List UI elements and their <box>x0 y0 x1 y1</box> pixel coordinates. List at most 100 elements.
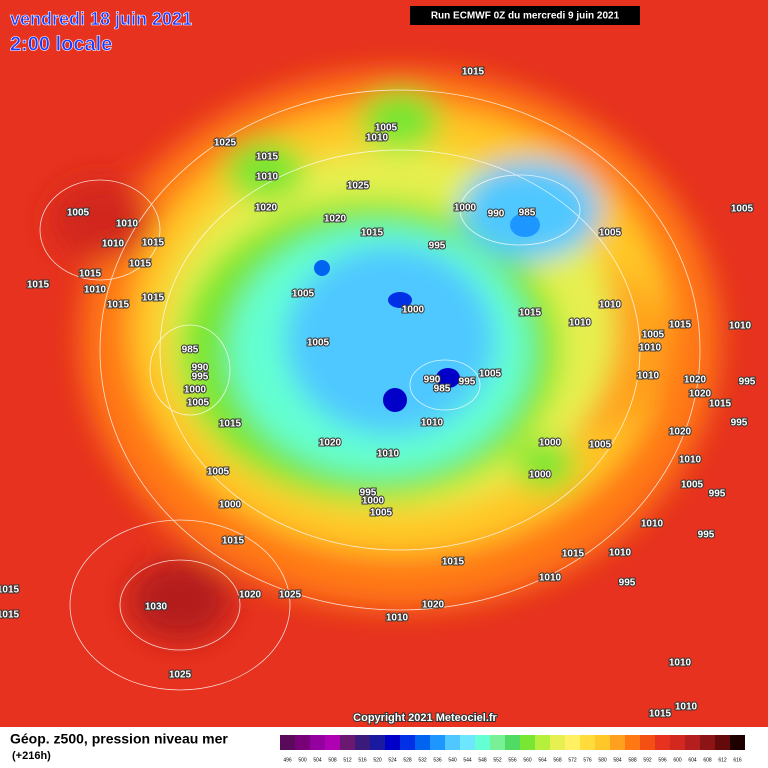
isobar-label: 1010 <box>377 449 400 460</box>
scale-label: 496 <box>283 757 292 763</box>
scale-label: 512 <box>343 757 352 763</box>
isobar-label: 1010 <box>256 172 279 183</box>
isobar-label: 1020 <box>239 590 262 601</box>
isobar-label: 1025 <box>279 590 302 601</box>
isobar-label: 1015 <box>142 293 165 304</box>
footer-title: Géop. z500, pression niveau mer <box>10 731 228 747</box>
isobar-label: 1000 <box>402 305 425 316</box>
isobar-label: 1020 <box>689 389 712 400</box>
isobar-label: 1015 <box>107 300 130 311</box>
isobar-label: 1010 <box>386 613 409 624</box>
isobar-lines <box>39 89 701 691</box>
isobar-label: 1010 <box>84 285 107 296</box>
isobar-label: 995 <box>459 377 476 388</box>
isobar-label: 1000 <box>219 500 242 511</box>
scale-swatch <box>550 735 565 750</box>
isobar-label: 1020 <box>669 427 692 438</box>
isobar-label: 1005 <box>307 338 330 349</box>
scale-swatch <box>400 735 415 750</box>
scale-swatch <box>535 735 550 750</box>
scale-label: 524 <box>388 757 397 763</box>
scale-label: 572 <box>568 757 577 763</box>
isobar-label: 1020 <box>684 375 707 386</box>
isobar-label: 1015 <box>219 419 242 430</box>
scale-label: 576 <box>583 757 592 763</box>
isobar-label: 1005 <box>67 208 90 219</box>
scale-label: 528 <box>403 757 412 763</box>
isobar-label: 995 <box>698 530 715 541</box>
scale-swatch <box>445 735 460 750</box>
isobar-label: 1020 <box>319 438 342 449</box>
scale-swatch <box>730 735 745 750</box>
scale-label: 584 <box>613 757 622 763</box>
scale-swatch <box>580 735 595 750</box>
scale-label: 568 <box>553 757 562 763</box>
isobar-label: 1015 <box>0 585 20 596</box>
scale-label: 516 <box>358 757 367 763</box>
scale-swatch <box>715 735 730 750</box>
isobar-label: 990 <box>488 209 505 220</box>
scale-swatch <box>640 735 655 750</box>
isobar-label: 995 <box>731 418 748 429</box>
scale-swatch <box>595 735 610 750</box>
isobar-label: 1005 <box>642 330 665 341</box>
scale-swatch <box>370 735 385 750</box>
scale-swatch <box>415 735 430 750</box>
copyright: Copyright 2021 Meteociel.fr <box>353 712 497 724</box>
isobar-label: 1015 <box>669 320 692 331</box>
isobar-label: 1000 <box>529 470 552 481</box>
scale-swatch <box>610 735 625 750</box>
scale-label: 616 <box>733 757 742 763</box>
isobar-label: 1010 <box>609 548 632 559</box>
scale-swatch <box>490 735 505 750</box>
isobar-label: 1005 <box>207 467 230 478</box>
isobar-labels: 1015100510101025101510101025102010201015… <box>0 66 757 721</box>
isobar-label: 1010 <box>675 702 698 713</box>
isobar-label: 1015 <box>256 152 279 163</box>
scale-label: 536 <box>433 757 442 763</box>
scale-swatch <box>295 735 310 750</box>
isobar-label: 1010 <box>639 343 662 354</box>
isobar-label: 1005 <box>479 369 502 380</box>
isobar-label: 1010 <box>641 519 664 530</box>
run-box <box>410 6 640 25</box>
isobar-label: 1000 <box>539 438 562 449</box>
scale-label: 604 <box>688 757 697 763</box>
isobar-label: 1025 <box>347 181 370 192</box>
lead-time: (+216h) <box>12 750 51 762</box>
scale-label: 540 <box>448 757 457 763</box>
isobar-label: 1005 <box>187 398 210 409</box>
scale-label: 556 <box>508 757 517 763</box>
isobar-label: 1010 <box>116 219 139 230</box>
isobar-label: 1015 <box>709 399 732 410</box>
isobar-label: 995 <box>429 241 446 252</box>
scale-label: 588 <box>628 757 637 763</box>
scale-swatch <box>385 735 400 750</box>
scale-swatch <box>280 735 295 750</box>
scale-label: 600 <box>673 757 682 763</box>
isobar-label: 1000 <box>362 496 385 507</box>
isobar-label: 1010 <box>637 371 660 382</box>
date: vendredi 18 juin 2021 <box>10 9 192 29</box>
scale-label: 544 <box>463 757 472 763</box>
scale-swatch <box>670 735 685 750</box>
isobar-label: 1030 <box>145 602 168 613</box>
isobar-label: 1010 <box>421 418 444 429</box>
scale-swatch <box>505 735 520 750</box>
scale-label: 596 <box>658 757 667 763</box>
scale-swatch <box>685 735 700 750</box>
scale-swatch <box>430 735 445 750</box>
isobar-label: 1015 <box>462 67 485 78</box>
isobar-label: 1015 <box>27 280 50 291</box>
scale-swatch <box>520 735 535 750</box>
scale-label: 520 <box>373 757 382 763</box>
isobar-label: 985 <box>434 384 451 395</box>
isobar-label: 1005 <box>375 123 398 134</box>
scale-swatch <box>325 735 340 750</box>
scale-label: 592 <box>643 757 652 763</box>
isobar-label: 995 <box>619 578 636 589</box>
scale-swatch <box>655 735 670 750</box>
isobar-label: 995 <box>360 488 377 499</box>
isobar-label: 1010 <box>599 300 622 311</box>
